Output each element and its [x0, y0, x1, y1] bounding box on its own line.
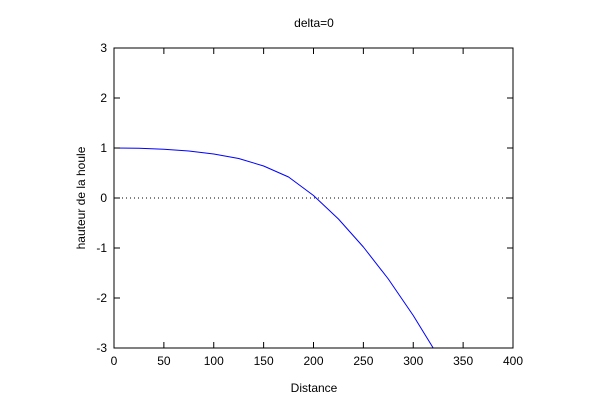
- y-tick-label--2: -2: [96, 291, 107, 305]
- y-tick-label--3: -3: [96, 341, 107, 355]
- x-tick-label-350: 350: [453, 354, 473, 368]
- x-tick-label-100: 100: [204, 354, 224, 368]
- x-tick-label-300: 300: [403, 354, 423, 368]
- x-tick-label-250: 250: [353, 354, 373, 368]
- y-axis-label: hauteur de la houle: [74, 146, 88, 249]
- plot-frame: [113, 47, 514, 349]
- x-tick-label-0: 0: [111, 354, 118, 368]
- y-axis-label-group: hauteur de la houle: [74, 146, 88, 249]
- plot-layer: 0 50 100 150 200 250 300 350 400 -3 -2 -1 0 1 2 3: [96, 41, 523, 368]
- series-line-0: [114, 147, 434, 348]
- y-tick-label-0: 0: [100, 191, 107, 205]
- x-tick-label-400: 400: [503, 354, 523, 368]
- x-axis-label: Distance: [291, 381, 338, 395]
- y-tick-label-1: 1: [100, 141, 107, 155]
- x-tick-label-200: 200: [303, 354, 323, 368]
- x-tick-label-50: 50: [157, 354, 171, 368]
- y-tick-label-3: 3: [100, 41, 107, 55]
- y-tick-label--1: -1: [96, 241, 107, 255]
- chart-title: delta=0: [294, 16, 334, 30]
- y-tick-label-2: 2: [100, 91, 107, 105]
- x-tick-label-150: 150: [254, 354, 274, 368]
